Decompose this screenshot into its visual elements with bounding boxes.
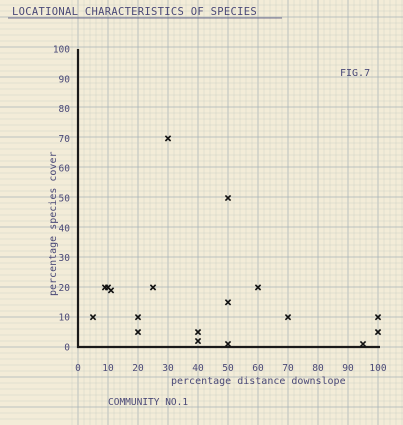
x-tick-label: 0 (75, 363, 81, 374)
figure-label: FIG.7 (340, 68, 370, 79)
x-tick-label: 30 (162, 363, 174, 374)
data-point (134, 314, 142, 321)
y-tick-label: 50 (59, 194, 71, 205)
data-point (107, 287, 115, 294)
data-point (164, 135, 172, 142)
y-tick-label: 0 (64, 343, 70, 354)
x-tick-label: 40 (192, 363, 204, 374)
y-tick-label: 30 (59, 253, 71, 264)
data-point (224, 299, 232, 306)
data-point (284, 314, 292, 321)
y-tick-label: 100 (53, 45, 70, 56)
x-axis-label: percentage distance downslope (171, 376, 346, 387)
data-point (359, 340, 367, 348)
y-tick-label: 60 (59, 164, 71, 175)
y-tick-label: 80 (59, 104, 71, 115)
x-tick-labels: 0 10 20 30 40 50 60 70 80 90 100 (75, 363, 387, 374)
data-points (89, 135, 382, 348)
x-tick-label: 50 (222, 363, 234, 374)
x-tick-label: 20 (132, 363, 144, 374)
y-tick-label: 40 (59, 223, 71, 234)
y-axis-label: percentage species cover (48, 152, 59, 297)
data-point (374, 314, 382, 321)
data-point (374, 328, 382, 336)
x-tick-label: 100 (369, 363, 386, 374)
data-point (194, 337, 202, 345)
y-tick-label: 90 (59, 74, 71, 85)
x-tick-label: 60 (252, 363, 264, 374)
data-point (89, 314, 97, 321)
x-tick-label: 10 (102, 363, 114, 374)
data-point (134, 328, 142, 336)
x-tick-label: 80 (312, 363, 324, 374)
data-point (149, 284, 157, 291)
data-point (254, 284, 262, 291)
y-tick-label: 10 (59, 313, 71, 324)
data-point (224, 194, 232, 202)
y-tick-label: 20 (59, 283, 71, 294)
chart-axes (76, 49, 380, 349)
y-tick-label: 70 (59, 134, 71, 145)
data-point (194, 328, 202, 336)
community-caption: COMMUNITY NO.1 (108, 397, 188, 408)
x-tick-label: 90 (342, 363, 354, 374)
data-point (224, 340, 232, 348)
x-tick-label: 70 (282, 363, 294, 374)
y-tick-labels: 0 10 20 30 40 50 60 70 80 90 100 (53, 45, 70, 354)
chart-heading: LOCATIONAL CHARACTERISTICS OF SPECIES (12, 6, 257, 18)
